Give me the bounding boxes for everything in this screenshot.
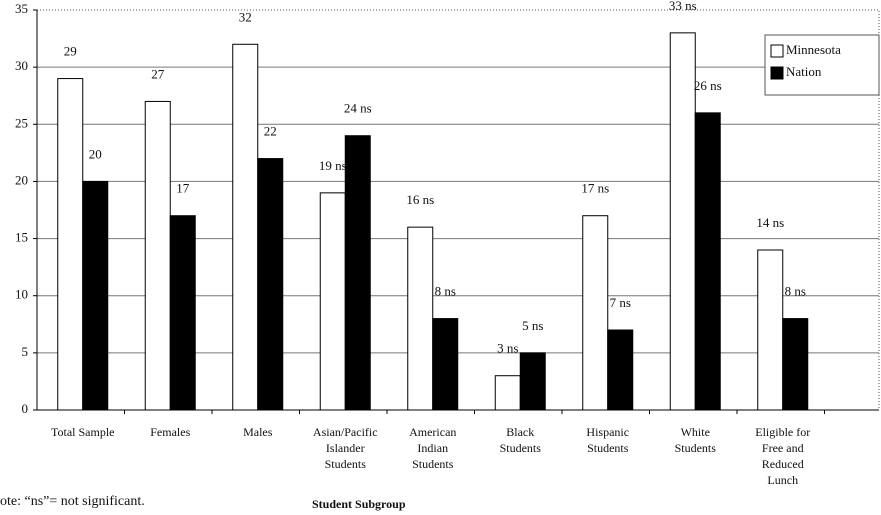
legend-label: Minnesota: [786, 42, 841, 57]
value-label: 8 ns: [785, 284, 806, 299]
legend-label: Nation: [786, 64, 822, 79]
bar: [757, 249, 784, 411]
note: ote: “ns”= not significant.: [0, 494, 145, 509]
value-label: 27: [151, 66, 165, 81]
y-tick-label: 35: [15, 1, 28, 16]
bar: [257, 158, 284, 411]
y-tick-label: 30: [15, 58, 28, 73]
value-label: 14 ns: [756, 215, 784, 230]
bar: [694, 112, 721, 411]
bar: [782, 318, 809, 411]
value-label: 8 ns: [435, 284, 456, 299]
bar: [57, 78, 84, 411]
x-tick-label: Asian/Pacific Islander Students: [312, 425, 378, 471]
bar: [607, 329, 634, 411]
legend-box: [764, 34, 880, 96]
bar: [144, 100, 171, 411]
value-label: 22: [264, 124, 277, 139]
value-label: 19 ns: [319, 158, 347, 173]
y-tick-label: 10: [15, 287, 28, 302]
bar: [169, 215, 196, 411]
value-label: 3 ns: [497, 341, 518, 356]
x-tick-label: Hispanic Students: [586, 425, 630, 455]
value-label: 26 ns: [694, 78, 722, 93]
legend-swatch: [770, 44, 784, 58]
value-label: 17 ns: [581, 181, 609, 196]
value-label: 16 ns: [406, 192, 434, 207]
bar: [344, 135, 371, 411]
x-axis-label: Student Subgroup: [312, 497, 406, 511]
bar: [494, 375, 521, 411]
value-label: 33 ns: [669, 0, 697, 13]
value-label: 32: [239, 9, 252, 24]
value-label: 5 ns: [522, 318, 543, 333]
bar: [582, 215, 609, 411]
y-tick-label: 0: [22, 401, 29, 416]
y-tick-label: 15: [15, 230, 28, 245]
x-tick-label: White Students: [674, 425, 716, 455]
x-tick-label: Black Students: [499, 425, 541, 455]
bar: [319, 192, 346, 411]
y-tick-label: 5: [22, 344, 29, 359]
value-label: 29: [64, 44, 77, 59]
bar: [432, 318, 459, 411]
value-label: 24 ns: [344, 101, 372, 116]
x-tick-label: Total Sample: [51, 425, 115, 439]
legend-swatch: [770, 66, 784, 80]
value-label: 20: [89, 146, 102, 161]
x-tick-label: Females: [150, 425, 191, 439]
bar: [519, 352, 546, 411]
bar: [407, 226, 434, 411]
x-tick-label: Eligible for Free and Reduced Lunch: [755, 425, 811, 487]
y-tick-label: 25: [15, 115, 28, 130]
bar: [232, 43, 259, 411]
x-tick-label: American Indian Students: [409, 425, 457, 471]
y-tick-label: 20: [15, 172, 28, 187]
bar: [82, 180, 109, 411]
x-tick-label: Males: [243, 425, 273, 439]
bar: [669, 32, 696, 411]
value-label: 17: [176, 181, 190, 196]
value-label: 7 ns: [610, 295, 631, 310]
